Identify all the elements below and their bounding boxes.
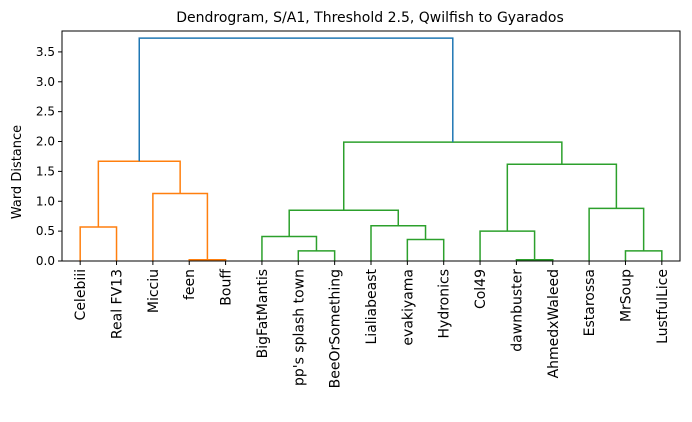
leaf-label: BigFatMantis xyxy=(255,269,271,358)
plot-frame xyxy=(61,30,681,262)
dendrogram-link xyxy=(261,235,318,261)
chart-title: Dendrogram, S/A1, Threshold 2.5, Qwilfis… xyxy=(176,10,564,26)
y-tick-label: 1.5 xyxy=(36,164,55,178)
y-tick-label: 0.0 xyxy=(36,254,55,268)
leaf-label: Real FV13 xyxy=(110,269,126,339)
leaf-label: Hydronics xyxy=(437,269,453,338)
leaf-labels: Celebiii Real FV13 Micciu feen Bouff BigFatMa… xyxy=(73,261,671,388)
leaf-label: Bouff xyxy=(219,269,235,306)
y-tick-label: 1.0 xyxy=(36,194,55,208)
leaf-label: dawnbuster xyxy=(509,269,525,352)
dendrogram-link xyxy=(406,238,445,261)
dendrogram-link xyxy=(79,226,118,261)
y-tick-label: 2.0 xyxy=(36,135,55,149)
y-tick-label: 2.5 xyxy=(36,105,55,119)
leaf-label: Micciu xyxy=(146,269,162,313)
dendrogram-links xyxy=(79,37,663,261)
leaf-label: BeeOrSomething xyxy=(328,269,344,388)
dendrogram-link xyxy=(138,37,454,162)
dendrogram-link xyxy=(97,160,181,227)
leaf-label: AhmedxWaleed xyxy=(546,269,562,378)
y-axis-ticks: 0.0 0.5 1.0 1.5 2.0 2.5 3.0 3.5 xyxy=(36,45,62,268)
leaf-label: pp's splash town xyxy=(291,269,307,386)
leaf-label: feen xyxy=(182,269,198,300)
leaf-label: Lialiabeast xyxy=(364,269,380,345)
dendrogram-link xyxy=(297,250,336,261)
leaf-label: evakiyama xyxy=(400,269,416,346)
leaf-label: Estarossa xyxy=(582,269,598,336)
leaf-label: Celebiii xyxy=(73,269,89,320)
leaf-label: MrSoup xyxy=(618,269,634,322)
y-tick-label: 3.5 xyxy=(36,45,55,59)
dendrogram-link xyxy=(479,230,536,261)
dendrogram-link xyxy=(288,209,400,237)
y-tick-label: 0.5 xyxy=(36,224,55,238)
dendrogram-link xyxy=(370,225,427,261)
dendrogram-link xyxy=(624,250,663,261)
dendrogram-link xyxy=(342,141,563,211)
y-tick-label: 3.0 xyxy=(36,75,55,89)
y-axis-label: Ward Distance xyxy=(10,125,25,219)
dendrogram-link xyxy=(588,207,645,261)
dendrogram-link xyxy=(152,192,209,261)
leaf-label: Col49 xyxy=(473,269,489,309)
leaf-label: LustfulLice xyxy=(655,269,671,344)
dendrogram-link xyxy=(506,163,618,232)
